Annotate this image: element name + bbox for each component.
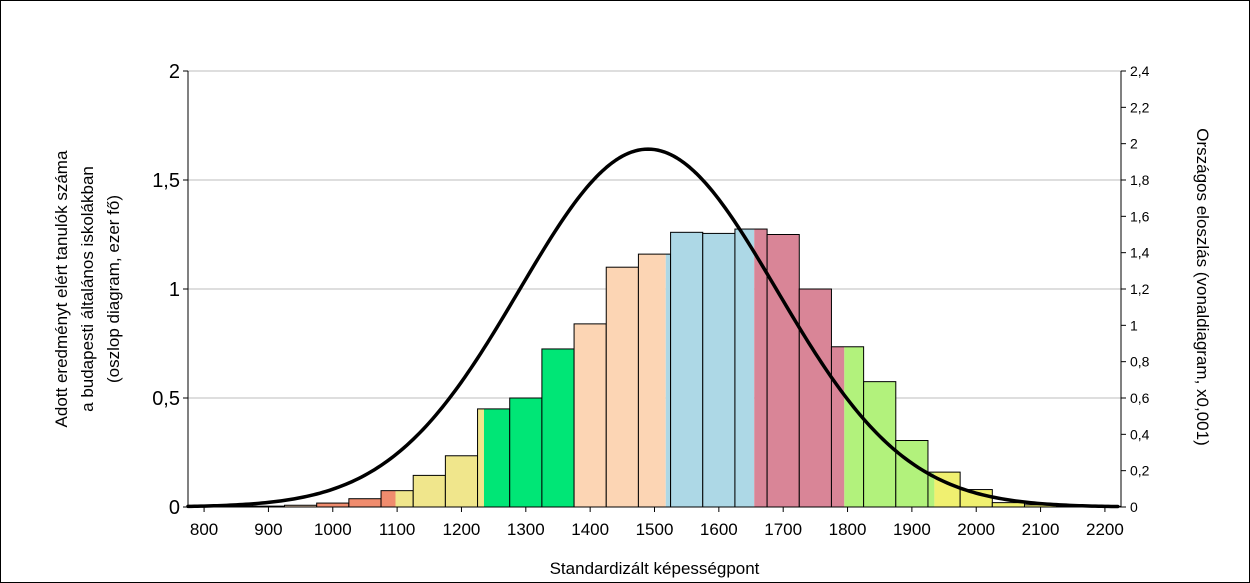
x-tick-label-2: 1000 xyxy=(314,520,352,539)
y-axis-title-line-2: a budapesti általános iskolákban xyxy=(78,166,97,412)
bar-1450 xyxy=(605,266,639,508)
x-tick-label-6: 1400 xyxy=(571,520,609,539)
bar-1800-part-b xyxy=(844,346,864,507)
x-tick-label-7: 1500 xyxy=(636,520,674,539)
bar-1100-part-a xyxy=(381,490,396,507)
bar-1400 xyxy=(573,323,607,508)
y-tick-label-2: 1 xyxy=(169,279,180,301)
x-tick-label-3: 1100 xyxy=(379,520,416,539)
y2-tick-label-10: 2 xyxy=(1130,136,1138,152)
y2-tick-label-3: 0,6 xyxy=(1130,390,1150,406)
x-tick-label-12: 2000 xyxy=(957,520,995,539)
bar-1800-part-a xyxy=(831,346,845,507)
y-tick-label-1: 0,5 xyxy=(152,388,180,410)
y2-tick-label-7: 1,4 xyxy=(1130,245,1150,261)
y2-tick-label-4: 0,8 xyxy=(1130,354,1150,370)
y2-axis-title: Országos eloszlás (vonaldiagram, x0,001) xyxy=(1193,128,1212,445)
y2-tick-label-6: 1,2 xyxy=(1130,281,1150,297)
bar-1350 xyxy=(541,348,575,508)
x-tick-label-5: 1300 xyxy=(507,520,545,539)
bar-2050 xyxy=(991,502,1025,508)
y2-tick-label-2: 0,4 xyxy=(1130,426,1150,442)
y2-tick-label-12: 2,4 xyxy=(1130,63,1150,79)
x-tick-label-9: 1700 xyxy=(764,520,802,539)
y-axis-title-line-3: (oszlop diagram, ezer fő) xyxy=(104,195,123,383)
y2-tick-label-8: 1,6 xyxy=(1130,208,1150,224)
x-tick-label-8: 1600 xyxy=(700,520,738,539)
y-tick-label-3: 1,5 xyxy=(152,170,180,192)
y2-tick-label-5: 1 xyxy=(1130,317,1138,333)
bar-1000 xyxy=(316,502,350,508)
bar-1500-part-a xyxy=(638,254,666,507)
y2-tick-label-0: 0 xyxy=(1130,499,1138,515)
bar-1700 xyxy=(766,234,800,508)
bar-1850 xyxy=(863,381,897,508)
y-axis-title-line-1: Adott eredményt elért tanulók száma xyxy=(52,150,71,427)
y2-tick-label-9: 1,8 xyxy=(1130,172,1150,188)
x-tick-label-4: 1200 xyxy=(443,520,481,539)
x-tick-label-10: 1800 xyxy=(829,520,867,539)
y2-tick-label-11: 2,2 xyxy=(1130,99,1150,115)
bar-1300 xyxy=(509,397,543,508)
bar-1150 xyxy=(412,474,446,508)
x-tick-label-1: 900 xyxy=(254,520,282,539)
x-tick-label-0: 800 xyxy=(190,520,218,539)
bar-1050 xyxy=(348,498,382,508)
y2-tick-label-1: 0,2 xyxy=(1130,463,1150,479)
bar-1650-part-a xyxy=(734,229,755,508)
bar-1950-part-a xyxy=(927,472,935,507)
x-tick-label-13: 2100 xyxy=(1022,520,1060,539)
bar-1500-part-b xyxy=(665,254,671,507)
bar-1750 xyxy=(798,288,832,508)
y-tick-label-0: 0 xyxy=(169,497,180,519)
bar-1100-part-b xyxy=(395,490,414,507)
bar-1650-part-b xyxy=(754,229,768,508)
bar-1600 xyxy=(702,232,736,508)
bar-1200 xyxy=(444,455,479,508)
y-tick-label-4: 2 xyxy=(169,61,180,83)
x-axis-title: Standardizált képességpont xyxy=(550,559,760,578)
bar-1250-part-b xyxy=(483,408,510,507)
bar-1250-part-a xyxy=(477,408,484,507)
bar-1550 xyxy=(670,231,704,508)
distribution-curve xyxy=(186,147,1120,509)
x-tick-label-11: 1900 xyxy=(893,520,931,539)
x-tick-label-14: 2200 xyxy=(1086,520,1124,539)
bar-1900 xyxy=(895,440,929,508)
